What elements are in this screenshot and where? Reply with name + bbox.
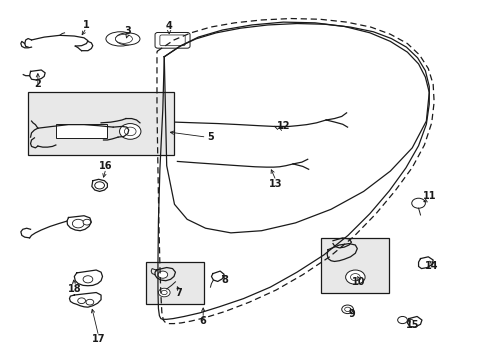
Circle shape (119, 123, 141, 139)
Circle shape (341, 305, 353, 314)
Text: 18: 18 (67, 284, 81, 294)
Text: 1: 1 (83, 19, 90, 30)
FancyBboxPatch shape (155, 32, 190, 48)
Bar (146, 262, 203, 304)
Bar (321, 238, 388, 293)
Text: 8: 8 (221, 275, 228, 285)
Text: 4: 4 (165, 21, 172, 31)
Circle shape (344, 307, 350, 311)
Circle shape (83, 276, 93, 283)
Text: 16: 16 (99, 161, 112, 171)
Circle shape (397, 316, 407, 324)
Circle shape (72, 219, 84, 228)
Circle shape (350, 274, 360, 281)
Circle shape (158, 288, 170, 297)
Text: 17: 17 (92, 334, 105, 344)
Text: 15: 15 (405, 320, 418, 330)
Bar (28, 93, 174, 155)
Ellipse shape (116, 33, 140, 45)
Circle shape (158, 271, 167, 278)
Text: 3: 3 (124, 26, 131, 36)
Ellipse shape (106, 32, 135, 46)
Text: 7: 7 (175, 288, 182, 297)
Circle shape (78, 298, 85, 303)
FancyBboxPatch shape (160, 35, 185, 46)
Text: 11: 11 (422, 191, 435, 201)
Bar (56, 123, 107, 138)
Text: 2: 2 (35, 78, 41, 89)
Circle shape (345, 270, 365, 284)
Circle shape (124, 127, 136, 136)
Ellipse shape (115, 35, 132, 43)
Circle shape (411, 198, 425, 208)
Text: 6: 6 (200, 316, 206, 326)
Circle shape (161, 291, 167, 295)
Circle shape (86, 299, 94, 305)
Text: 5: 5 (206, 132, 213, 142)
Circle shape (95, 182, 104, 189)
Text: 9: 9 (347, 309, 354, 319)
Text: 13: 13 (269, 179, 282, 189)
Text: 14: 14 (424, 261, 438, 271)
Text: 10: 10 (351, 277, 365, 287)
Circle shape (83, 219, 91, 225)
Text: 12: 12 (276, 121, 289, 131)
